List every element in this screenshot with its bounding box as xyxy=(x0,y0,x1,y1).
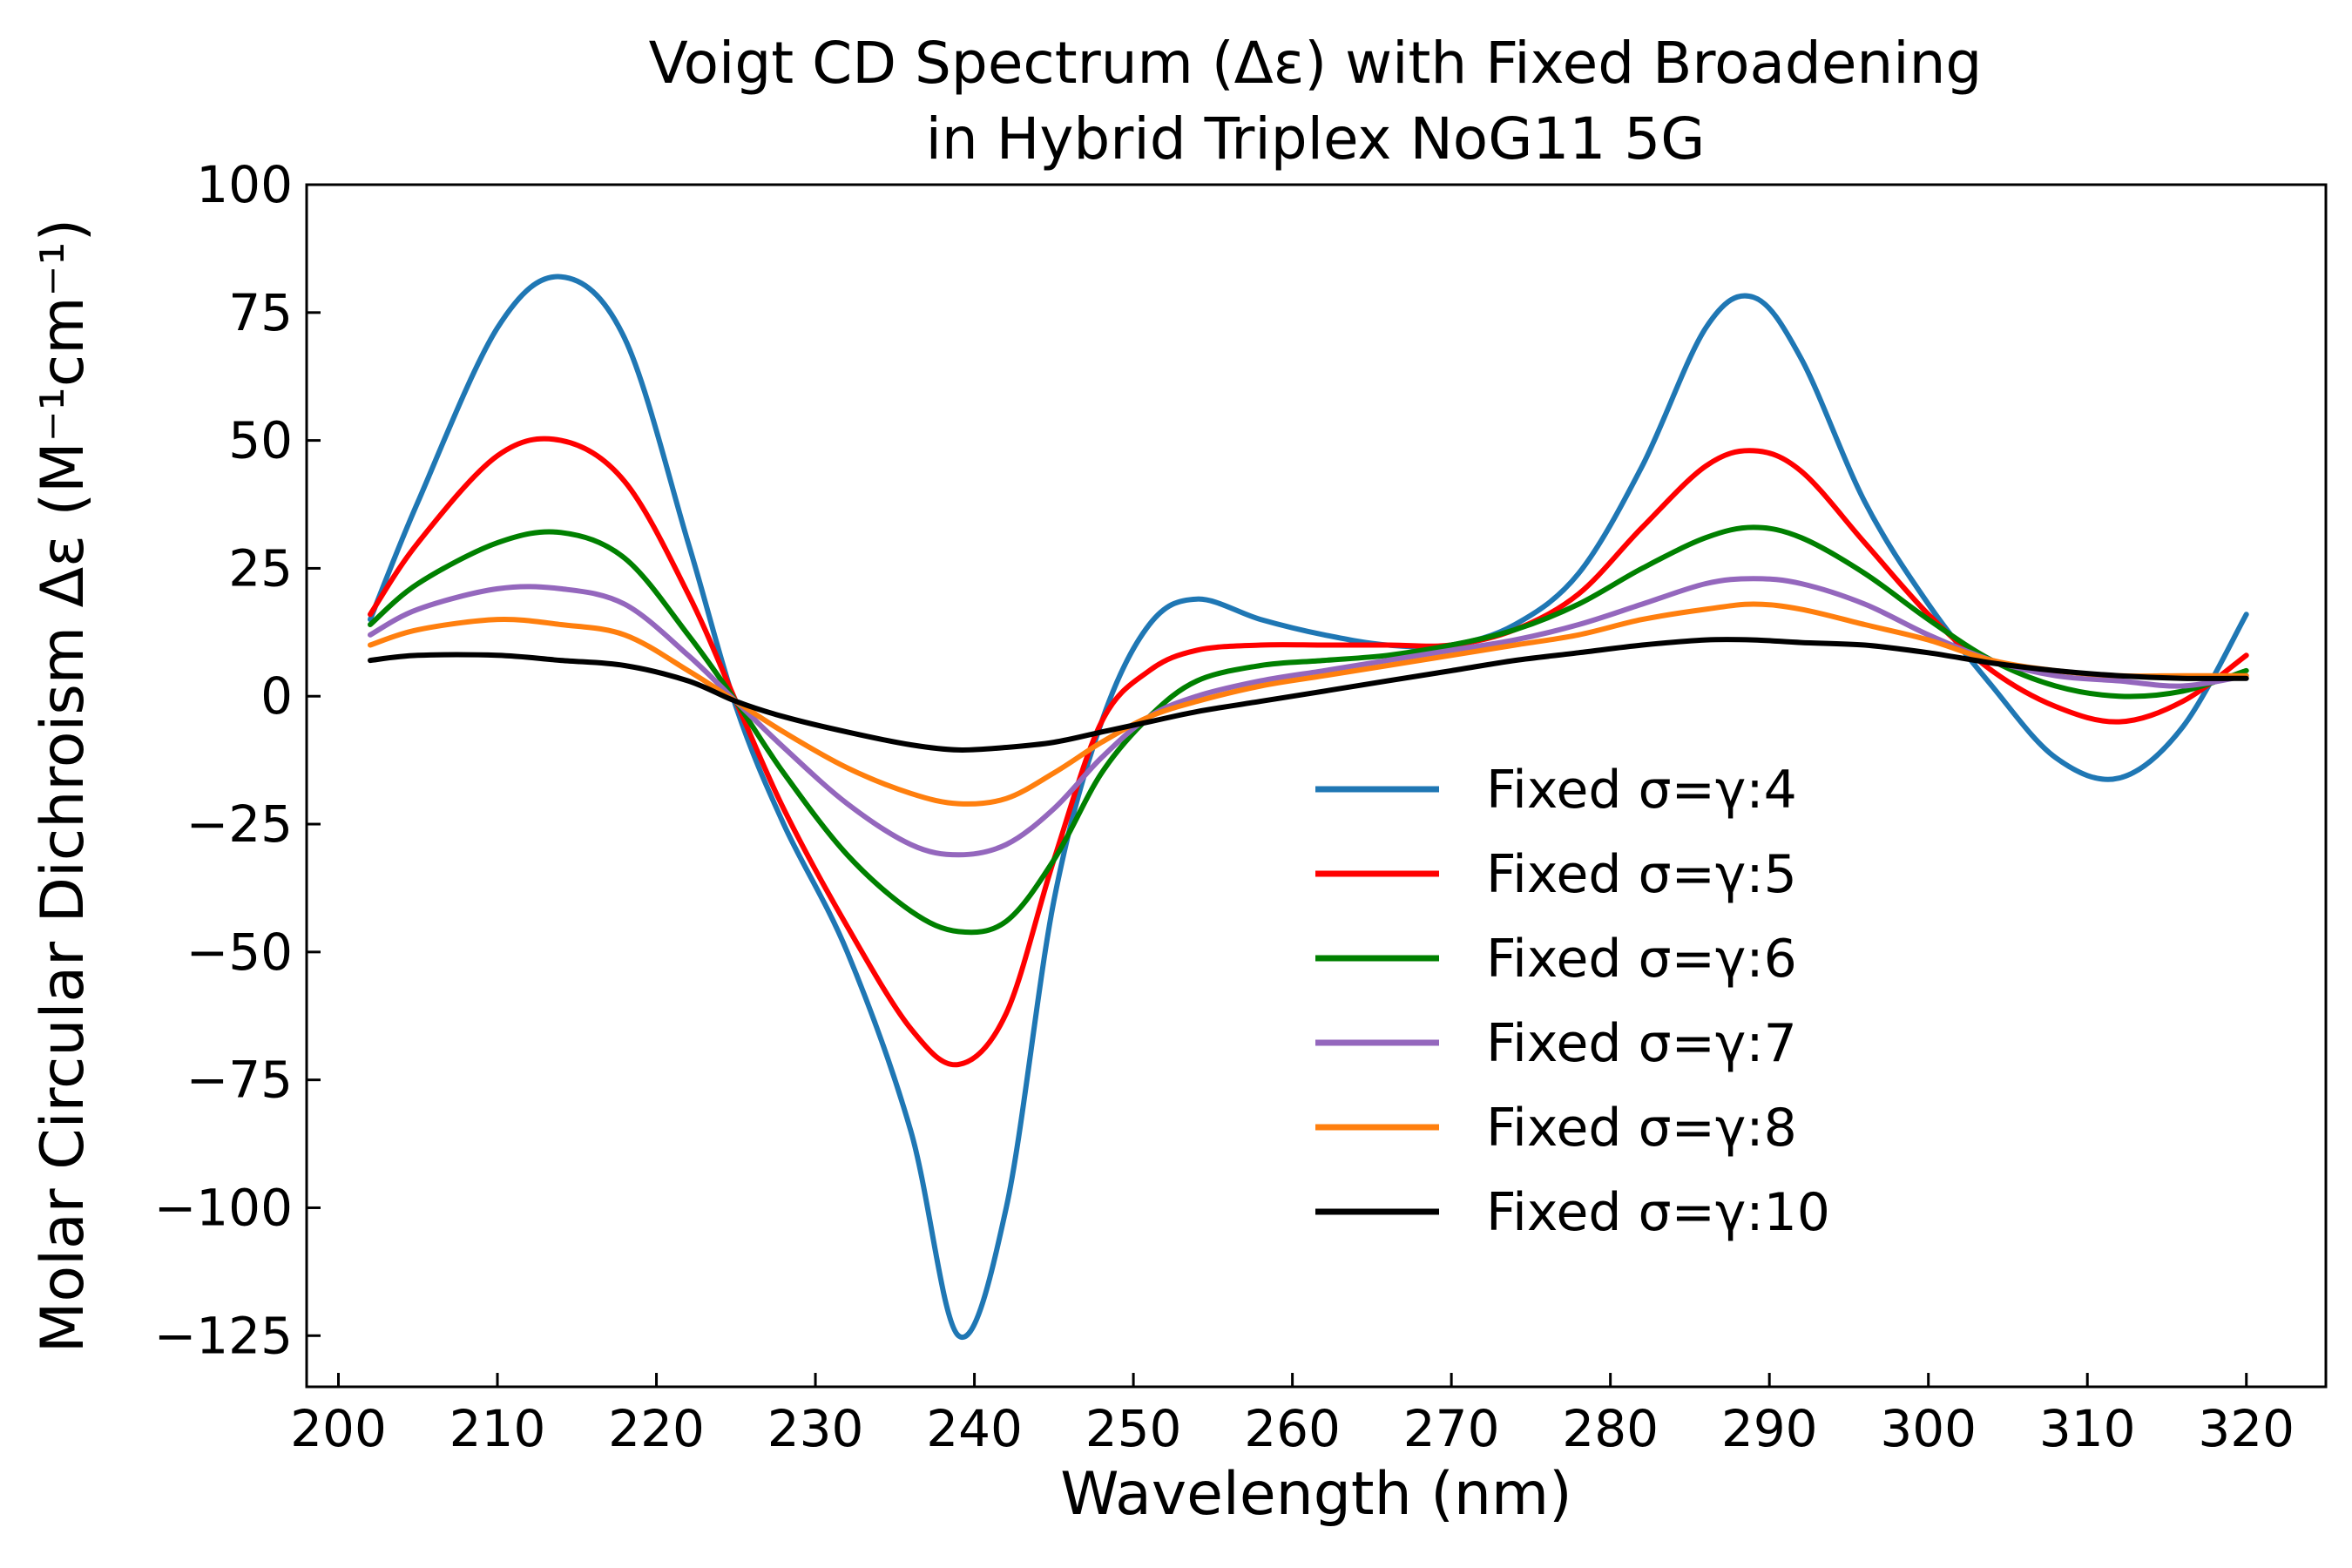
y-axis-ticks: 100 75 50 25 0 −25 −50 −75 −100 −125 xyxy=(154,155,321,1365)
legend-label: Fixed σ=γ:7 xyxy=(1486,1013,1797,1074)
x-tick-label: 280 xyxy=(1562,1399,1659,1458)
y-tick-label: 50 xyxy=(228,411,293,470)
legend-label: Fixed σ=γ:6 xyxy=(1486,929,1797,990)
x-tick-label: 270 xyxy=(1403,1399,1500,1458)
legend-label: Fixed σ=γ:10 xyxy=(1486,1182,1830,1243)
legend-label: Fixed σ=γ:8 xyxy=(1486,1098,1797,1159)
x-tick-label: 240 xyxy=(926,1399,1023,1458)
legend-label: Fixed σ=γ:4 xyxy=(1486,760,1797,821)
series-line-3 xyxy=(368,524,2249,936)
series-line-6 xyxy=(368,637,2249,753)
series-line-4 xyxy=(368,576,2249,858)
y-axis-label: Molar Circular Dichroism Δε (M⁻¹cm⁻¹) xyxy=(29,219,98,1353)
y-tick-label: −100 xyxy=(154,1178,293,1237)
series-line-1 xyxy=(368,274,2249,1340)
plot-frame xyxy=(305,183,2328,1389)
series-line-5 xyxy=(368,601,2249,807)
x-axis-ticks: 200 210 220 230 240 250 260 270 280 290 300 310 320 xyxy=(290,1373,2295,1458)
x-axis-label: Wavelength (nm) xyxy=(1060,1460,1571,1529)
x-tick-label: 230 xyxy=(767,1399,864,1458)
y-tick-label: 0 xyxy=(260,666,293,726)
y-tick-label: −125 xyxy=(154,1306,293,1365)
x-tick-label: 200 xyxy=(290,1399,387,1458)
y-tick-label: 25 xyxy=(228,538,293,598)
chart-title-line-1: Voigt CD Spectrum (Δε) with Fixed Broade… xyxy=(649,30,1983,97)
y-tick-label: 100 xyxy=(196,155,293,214)
x-tick-label: 220 xyxy=(608,1399,705,1458)
x-tick-label: 310 xyxy=(2039,1399,2136,1458)
x-tick-label: 260 xyxy=(1244,1399,1341,1458)
plot-lines-group xyxy=(368,274,2249,1340)
chart-title-line-2: in Hybrid Triplex NoG11 5G xyxy=(926,105,1706,172)
x-tick-label: 250 xyxy=(1085,1399,1182,1458)
x-tick-label: 210 xyxy=(449,1399,546,1458)
x-tick-label: 320 xyxy=(2198,1399,2295,1458)
x-tick-label: 290 xyxy=(1721,1399,1818,1458)
series-line-2 xyxy=(368,436,2249,1068)
y-tick-label: −50 xyxy=(186,923,293,982)
x-tick-label: 300 xyxy=(1880,1399,1977,1458)
y-tick-label: 75 xyxy=(228,283,293,342)
y-tick-label: −25 xyxy=(186,794,293,854)
legend: Fixed σ=γ:4 Fixed σ=γ:5 Fixed σ=γ:6 Fixed σ… xyxy=(1315,760,1830,1243)
y-tick-label: −75 xyxy=(186,1051,293,1110)
legend-label: Fixed σ=γ:5 xyxy=(1486,844,1797,905)
